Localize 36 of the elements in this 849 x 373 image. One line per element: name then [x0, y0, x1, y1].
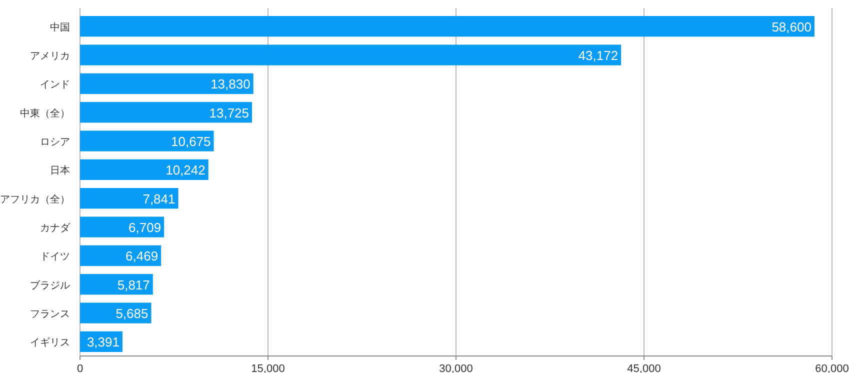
y-tick-label: フランス [30, 309, 70, 320]
bar [80, 130, 214, 152]
data-label: 43,172 [578, 48, 618, 63]
bar [80, 73, 254, 94]
data-label: 5,685 [116, 306, 148, 321]
data-label: 7,841 [142, 191, 176, 206]
y-tick-label: ロシア [40, 137, 70, 148]
data-label: 10,675 [171, 134, 211, 149]
y-tick-label: カナダ [40, 222, 71, 234]
bar [80, 44, 622, 66]
data-label: 10,242 [166, 162, 206, 178]
y-tick-label: 中国 [50, 21, 70, 34]
bar [80, 102, 252, 123]
y-tick-label: ブラジル [30, 279, 70, 292]
bar [80, 216, 164, 238]
bar [80, 274, 153, 295]
data-label: 13,830 [210, 76, 250, 92]
data-label: 3,391 [86, 334, 120, 350]
y-tick-label: アフリカ（全） [0, 193, 70, 206]
bar [80, 245, 162, 266]
y-tick-label: 日本 [50, 164, 70, 177]
bar [80, 16, 814, 37]
data-label: 58,600 [772, 19, 812, 34]
y-tick-label: 中東（全） [20, 107, 70, 120]
data-label: 6,469 [126, 248, 158, 264]
x-tick-label: 0 [76, 363, 84, 373]
data-label: 13,725 [209, 105, 250, 120]
data-label: 6,709 [128, 220, 162, 235]
bar [80, 159, 208, 180]
y-tick-label: ドイツ [40, 252, 70, 263]
y-tick-label: インド [40, 80, 70, 91]
y-tick-label: アメリカ [30, 51, 70, 62]
bar [80, 188, 178, 209]
y-tick-label: イギリス [30, 336, 70, 349]
data-label: 5,817 [117, 277, 150, 292]
bar [80, 302, 152, 324]
